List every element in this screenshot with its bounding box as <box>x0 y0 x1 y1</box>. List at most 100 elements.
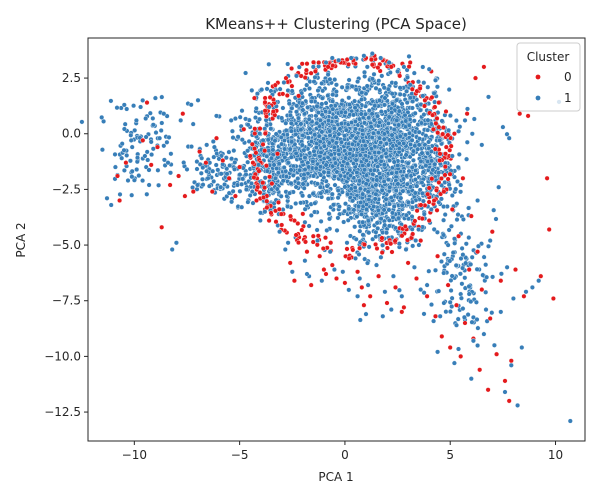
point-cluster-1-81 <box>470 338 476 344</box>
point-cluster-0-101 <box>517 111 523 117</box>
point-cluster-1-41 <box>302 258 308 264</box>
point-cluster-1-84 <box>483 307 489 313</box>
point-cluster-1-74 <box>441 300 447 306</box>
point-cluster-0-44 <box>342 280 348 286</box>
point-cluster-1-109 <box>502 389 508 395</box>
point-cluster-0-62 <box>418 238 424 244</box>
point-cluster-0-84 <box>466 267 472 273</box>
point-cluster-0-63 <box>422 97 428 103</box>
point-cluster-1-51 <box>344 240 350 246</box>
point-cluster-0-83 <box>464 111 470 117</box>
point-cluster-0-77 <box>451 131 457 137</box>
point-cluster-0-82 <box>462 320 468 326</box>
x-tick-label-1: −5 <box>231 448 249 462</box>
point-cluster-1-21 <box>199 155 205 161</box>
point-cluster-1-15 <box>169 246 175 252</box>
point-cluster-0-64 <box>424 293 430 299</box>
point-cluster-0-32 <box>291 278 297 284</box>
point-cluster-1-53 <box>353 255 359 261</box>
point-cluster-0-94 <box>489 229 495 235</box>
point-cluster-1-47 <box>327 249 333 255</box>
point-cluster-1-40 <box>298 200 304 206</box>
point-cluster-1-28 <box>239 204 245 210</box>
point-cluster-1-6 <box>133 117 139 123</box>
point-cluster-1-27 <box>234 182 240 188</box>
legend-marker-1 <box>535 95 541 101</box>
point-cluster-0-36 <box>308 282 314 288</box>
point-cluster-1-31 <box>256 162 262 168</box>
point-cluster-0-35 <box>304 249 310 255</box>
point-cluster-1-97 <box>529 284 535 290</box>
point-cluster-0-68 <box>433 313 439 319</box>
point-cluster-0-99 <box>508 358 514 364</box>
point-cluster-1-13 <box>161 111 167 117</box>
point-cluster-1-29 <box>245 122 251 128</box>
point-cluster-0-87 <box>473 75 479 81</box>
point-cluster-1-111 <box>401 64 407 70</box>
point-cluster-1-39 <box>294 73 300 79</box>
point-cluster-1-18 <box>184 166 190 172</box>
point-cluster-1-65 <box>403 246 409 252</box>
y-tick-label-2: −2.5 <box>52 182 81 196</box>
point-cluster-0-88 <box>475 249 481 255</box>
point-cluster-1-9 <box>146 182 152 188</box>
point-cluster-0-33 <box>296 93 302 99</box>
point-cluster-1-89 <box>500 124 506 130</box>
point-cluster-1-63 <box>395 68 401 74</box>
point-cluster-0-50 <box>367 293 373 299</box>
point-cluster-1-26 <box>228 117 234 123</box>
point-cluster-1-110 <box>426 66 432 72</box>
point-cluster-0-34 <box>300 211 306 217</box>
point-cluster-1-23 <box>211 144 217 150</box>
point-cluster-0-71 <box>439 333 445 339</box>
point-cluster-1-77 <box>454 322 460 328</box>
point-cluster-1-104 <box>418 287 424 293</box>
point-cluster-1-17 <box>178 117 184 123</box>
point-cluster-0-52 <box>376 273 382 279</box>
point-cluster-1-91 <box>506 135 512 141</box>
point-cluster-0-56 <box>393 284 399 290</box>
y-tick-label-0: 2.5 <box>62 71 81 85</box>
point-cluster-1-85 <box>487 238 493 244</box>
legend-title: Cluster <box>527 50 570 64</box>
point-cluster-1-35 <box>277 229 283 235</box>
point-cluster-1-71 <box>428 206 434 212</box>
point-cluster-1-61 <box>386 60 392 66</box>
point-cluster-0-85 <box>468 213 474 219</box>
point-cluster-0-30 <box>283 75 289 81</box>
x-tick-label-2: 0 <box>341 448 349 462</box>
point-cluster-0-23 <box>253 197 259 203</box>
point-cluster-1-4 <box>125 177 131 183</box>
y-tick-label-3: −5.0 <box>52 238 81 252</box>
point-cluster-0-59 <box>405 260 411 266</box>
y-axis-label: PCA 2 <box>14 222 28 257</box>
point-cluster-1-78 <box>458 182 464 188</box>
point-cluster-0-106 <box>546 226 552 232</box>
point-cluster-0-111 <box>399 309 405 315</box>
point-cluster-0-79 <box>456 233 462 239</box>
point-cluster-0-8 <box>167 182 173 188</box>
point-cluster-1-8 <box>142 153 148 159</box>
point-cluster-0-75 <box>447 345 453 351</box>
point-cluster-1-101 <box>304 271 310 277</box>
point-cluster-0-16 <box>213 135 219 141</box>
point-cluster-0-54 <box>384 300 390 306</box>
y-tick-label-4: −7.5 <box>52 294 81 308</box>
point-cluster-1-43 <box>310 64 316 70</box>
point-cluster-0-70 <box>437 157 443 163</box>
x-tick-label-3: 5 <box>446 448 454 462</box>
plot-frame <box>87 37 586 442</box>
point-cluster-0-27 <box>270 108 276 114</box>
x-tick-label-4: 10 <box>548 448 563 462</box>
point-cluster-1-49 <box>336 57 342 63</box>
point-cluster-0-104 <box>538 273 544 279</box>
point-cluster-1-106 <box>451 360 457 366</box>
y-tick-label-5: −10.0 <box>44 349 81 363</box>
y-axis-ticks: 2.5 0.0 −2.5 −5.0 −7.5 −10.0 −12.5 <box>44 71 88 419</box>
point-cluster-1-94 <box>515 402 521 408</box>
point-cluster-1-96 <box>523 289 529 295</box>
point-cluster-1-70 <box>424 282 430 288</box>
point-cluster-0-29 <box>279 222 285 228</box>
y-tick-label-1: 0.0 <box>62 127 81 141</box>
point-cluster-0-45 <box>346 255 352 261</box>
